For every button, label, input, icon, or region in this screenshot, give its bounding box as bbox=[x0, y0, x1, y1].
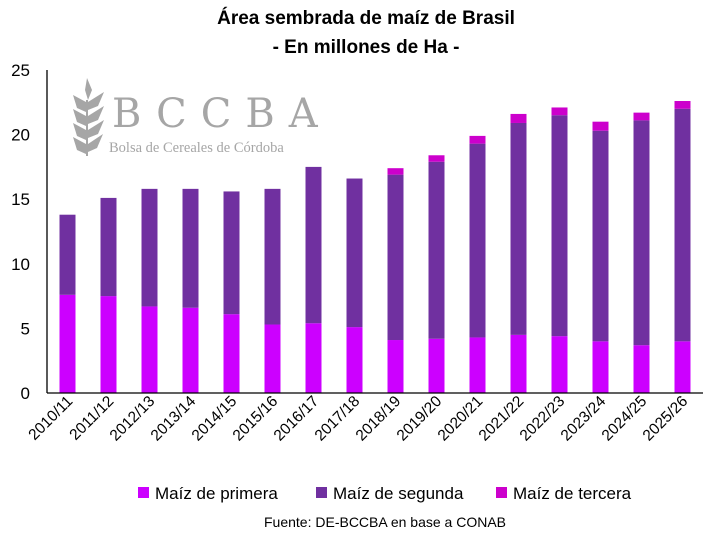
bar-segment-2 bbox=[551, 115, 568, 337]
bars bbox=[59, 101, 691, 393]
bar-segment-3 bbox=[674, 101, 691, 109]
bar-segment-1 bbox=[428, 338, 445, 393]
bar-segment-2 bbox=[141, 188, 158, 307]
legend-swatch bbox=[316, 487, 327, 498]
legend-label: Maíz de primera bbox=[155, 484, 278, 503]
bar-segment-1 bbox=[633, 345, 650, 393]
bar-segment-2 bbox=[59, 214, 76, 295]
bar-segment-2 bbox=[674, 108, 691, 342]
bar-segment-1 bbox=[264, 324, 281, 393]
bar-segment-2 bbox=[346, 178, 363, 328]
bar-segment-2 bbox=[428, 161, 445, 339]
bar-segment-2 bbox=[510, 122, 527, 335]
bar-segment-1 bbox=[551, 336, 568, 393]
bar-segment-1 bbox=[141, 306, 158, 393]
logo-watermark: BCCBA Bolsa de Cereales de Córdoba bbox=[73, 78, 332, 156]
bar-segment-2 bbox=[592, 130, 609, 342]
bar-segment-2 bbox=[264, 188, 281, 325]
legend-label: Maíz de tercera bbox=[513, 484, 632, 503]
source-note: Fuente: DE-BCCBA en base a CONAB bbox=[264, 514, 506, 530]
bar-segment-1 bbox=[305, 323, 322, 393]
legend-swatch bbox=[138, 487, 149, 498]
bar-segment-1 bbox=[100, 296, 117, 393]
bar-segment-2 bbox=[182, 188, 199, 308]
bar-segment-1 bbox=[59, 294, 76, 393]
bar-segment-2 bbox=[633, 120, 650, 346]
logo-name: BCCBA bbox=[112, 91, 332, 137]
y-tick-label: 0 bbox=[21, 384, 30, 403]
bar-segment-1 bbox=[469, 337, 486, 393]
legend-label: Maíz de segunda bbox=[333, 484, 464, 503]
chart-title: Área sembrada de maíz de Brasil bbox=[217, 7, 515, 29]
bar-segment-1 bbox=[387, 340, 404, 393]
wheat-leaf-icon bbox=[73, 78, 104, 156]
chart-subtitle: - En millones de Ha - bbox=[273, 37, 460, 58]
bar-segment-3 bbox=[469, 135, 486, 144]
bar-segment-3 bbox=[428, 155, 445, 162]
x-axis-ticks: 2010/112011/122012/132013/142014/152015/… bbox=[25, 393, 691, 445]
bar-segment-2 bbox=[223, 191, 240, 315]
x-tick-label: 2010/11 bbox=[25, 393, 76, 444]
y-tick-label: 20 bbox=[11, 126, 30, 145]
legend: Maíz de primera Maíz de segunda Maíz de te… bbox=[138, 484, 632, 503]
logo-subtitle: Bolsa de Cereales de Córdoba bbox=[109, 140, 284, 156]
legend-swatch bbox=[496, 487, 507, 498]
bar-segment-1 bbox=[592, 341, 609, 393]
y-tick-label: 15 bbox=[11, 190, 30, 209]
bar-segment-1 bbox=[346, 327, 363, 393]
bar-segment-3 bbox=[510, 113, 527, 123]
bar-segment-1 bbox=[223, 314, 240, 393]
bar-segment-2 bbox=[387, 174, 404, 341]
y-tick-label: 5 bbox=[21, 319, 30, 338]
bar-segment-3 bbox=[633, 112, 650, 121]
bar-segment-2 bbox=[100, 197, 117, 297]
bar-segment-1 bbox=[510, 334, 527, 393]
y-axis-ticks: 0 5 10 15 20 25 bbox=[11, 61, 30, 403]
bar-segment-3 bbox=[387, 168, 404, 175]
bar-segment-2 bbox=[305, 166, 322, 324]
x-tick-label: 2025/26 bbox=[640, 393, 692, 445]
y-tick-label: 25 bbox=[11, 61, 30, 80]
bar-segment-1 bbox=[674, 341, 691, 393]
y-tick-label: 10 bbox=[11, 255, 30, 274]
bar-segment-3 bbox=[551, 107, 568, 116]
bar-segment-1 bbox=[182, 307, 199, 393]
bar-segment-2 bbox=[469, 143, 486, 338]
bar-segment-3 bbox=[592, 121, 609, 131]
